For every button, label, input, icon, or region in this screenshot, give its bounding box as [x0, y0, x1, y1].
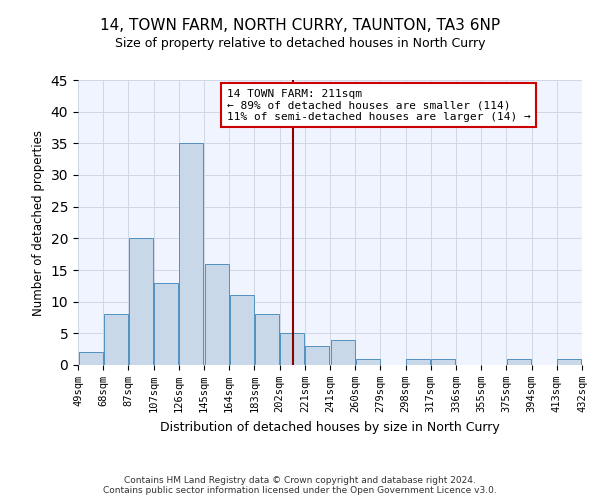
Bar — [129, 238, 153, 365]
Bar — [280, 334, 304, 365]
Bar — [230, 296, 254, 365]
Text: 14 TOWN FARM: 211sqm
← 89% of detached houses are smaller (114)
11% of semi-deta: 14 TOWN FARM: 211sqm ← 89% of detached h… — [227, 88, 530, 122]
Bar — [507, 358, 531, 365]
Text: Contains HM Land Registry data © Crown copyright and database right 2024.
Contai: Contains HM Land Registry data © Crown c… — [103, 476, 497, 495]
Bar — [305, 346, 329, 365]
Bar — [356, 358, 380, 365]
Bar — [154, 282, 178, 365]
Bar — [179, 144, 203, 365]
Bar — [255, 314, 279, 365]
Bar — [79, 352, 103, 365]
Bar — [431, 358, 455, 365]
Bar — [557, 358, 581, 365]
Bar — [104, 314, 128, 365]
Bar — [205, 264, 229, 365]
X-axis label: Distribution of detached houses by size in North Curry: Distribution of detached houses by size … — [160, 420, 500, 434]
Text: Size of property relative to detached houses in North Curry: Size of property relative to detached ho… — [115, 38, 485, 51]
Bar — [406, 358, 430, 365]
Bar — [331, 340, 355, 365]
Y-axis label: Number of detached properties: Number of detached properties — [32, 130, 45, 316]
Text: 14, TOWN FARM, NORTH CURRY, TAUNTON, TA3 6NP: 14, TOWN FARM, NORTH CURRY, TAUNTON, TA3… — [100, 18, 500, 32]
